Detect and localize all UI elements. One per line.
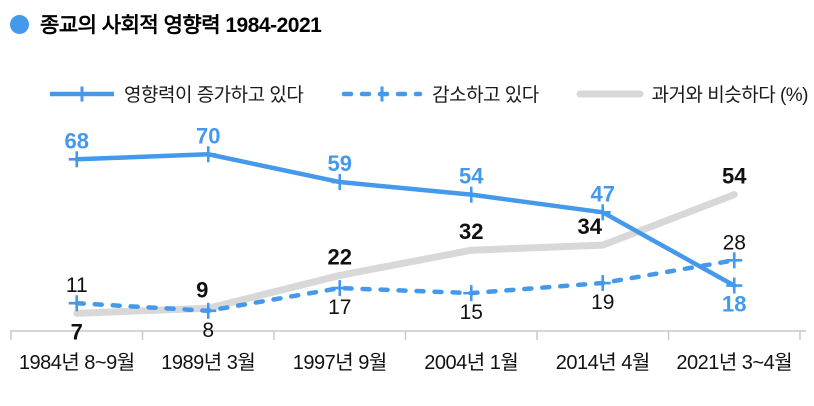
- data-label-series0: 47: [591, 181, 615, 206]
- data-label-series0: 70: [196, 123, 220, 148]
- data-label-series1: 28: [723, 231, 746, 254]
- legend-item-similar: 과거와 비슷하다 (%): [576, 80, 809, 107]
- data-label-series1: 17: [328, 296, 351, 319]
- x-axis-label: 2014년 4월: [556, 351, 650, 374]
- series-line-1: [74, 258, 737, 314]
- legend-item-decreasing: 감소하고 있다: [340, 80, 539, 107]
- data-label-series2: 7: [71, 319, 83, 344]
- legend-gray-line-icon: [576, 90, 644, 97]
- data-label-series2: 54: [722, 164, 747, 189]
- legend-solid-line-icon: [50, 86, 114, 101]
- x-axis-label: 1997년 9월: [293, 351, 387, 374]
- title-row: 종교의 사회적 영향력 1984-2021: [10, 9, 322, 39]
- x-axis-label: 2021년 3~4월: [676, 351, 792, 374]
- x-axis-label: 2004년 1월: [424, 351, 518, 374]
- data-label-series0: 68: [65, 128, 89, 153]
- series-line-0: [74, 152, 737, 288]
- legend-item-increasing: 영향력이 증가하고 있다: [48, 80, 304, 107]
- data-label-series0: 59: [328, 151, 352, 176]
- data-label-series1: 8: [202, 319, 214, 342]
- legend-label-increasing: 영향력이 증가하고 있다: [124, 85, 304, 106]
- data-label-series1: 19: [591, 291, 614, 314]
- data-label-series1: 15: [460, 301, 483, 324]
- legend-label-decreasing: 감소하고 있다: [432, 85, 539, 106]
- data-label-series1: 11: [66, 274, 88, 297]
- data-label-series2: 32: [459, 219, 483, 244]
- bullet-icon: [10, 14, 29, 34]
- data-label-series0: 54: [459, 164, 484, 189]
- legend-label-similar: 과거와 비슷하다 (%): [651, 85, 809, 106]
- data-label-series2: 34: [578, 214, 603, 239]
- page-title: 종교의 사회적 영향력 1984-2021: [40, 14, 322, 37]
- legend-dashed-line-icon: [341, 86, 423, 101]
- legend: 영향력이 증가하고 있다 감소하고 있다 과거와 비슷하다 (%): [48, 80, 809, 107]
- x-axis-label: 1989년 3월: [161, 351, 255, 374]
- x-axis-label: 1984년 8~9월: [19, 351, 135, 374]
- series-line-2: [73, 191, 738, 317]
- data-label-series0: 18: [722, 292, 746, 317]
- data-label-series2: 9: [196, 277, 208, 302]
- data-label-series2: 22: [328, 244, 352, 269]
